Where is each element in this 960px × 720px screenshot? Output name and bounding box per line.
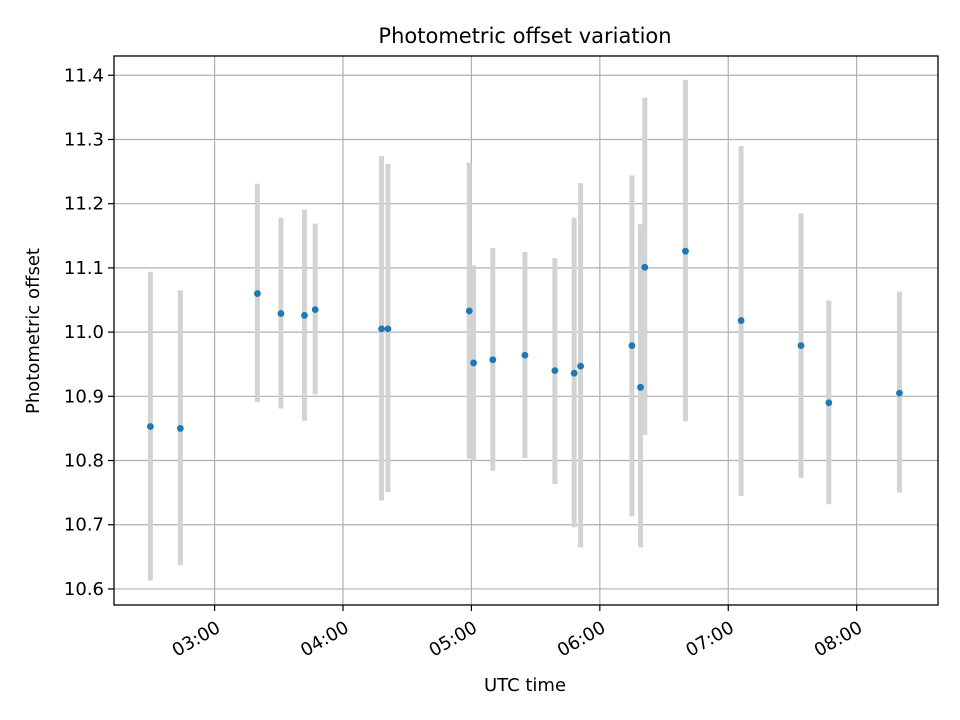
data-point bbox=[277, 310, 285, 317]
data-point bbox=[896, 389, 903, 397]
y-tick-label: 11.3 bbox=[64, 129, 104, 150]
data-point bbox=[253, 290, 261, 297]
data-point bbox=[301, 312, 308, 319]
x-axis-label: UTC time bbox=[484, 675, 566, 696]
grid bbox=[114, 56, 938, 605]
data-point bbox=[465, 307, 473, 315]
data-point bbox=[577, 362, 584, 370]
y-tick-label: 10.6 bbox=[64, 579, 104, 600]
data-point bbox=[682, 247, 689, 255]
y-axis: 10.6 10.7 10.8 10.9 11.0 11.1 11.2 11.3 11.4 bbox=[64, 65, 114, 600]
data-point bbox=[378, 325, 385, 333]
y-tick-label: 11.2 bbox=[64, 194, 104, 215]
plot-frame bbox=[113, 55, 939, 606]
y-tick-label: 11.0 bbox=[64, 322, 104, 343]
y-tick-label: 10.8 bbox=[64, 451, 104, 472]
y-tick-label: 10.7 bbox=[64, 515, 104, 536]
data-point bbox=[628, 342, 636, 349]
data-point bbox=[551, 367, 559, 375]
data-point bbox=[384, 325, 392, 333]
data-point bbox=[570, 369, 578, 377]
data-point bbox=[470, 359, 477, 367]
data-point bbox=[797, 342, 805, 349]
data-point bbox=[176, 425, 184, 432]
data-point bbox=[737, 317, 745, 324]
data-point bbox=[825, 399, 833, 407]
data-point bbox=[489, 356, 497, 364]
data-point bbox=[637, 383, 644, 391]
y-tick-label: 10.9 bbox=[64, 386, 104, 407]
data-point bbox=[146, 423, 154, 430]
y-tick-label: 11.4 bbox=[64, 65, 104, 86]
data-point bbox=[641, 263, 649, 271]
chart-title: Photometric offset variation bbox=[378, 24, 671, 48]
y-tick-label: 11.1 bbox=[64, 258, 104, 279]
data-points bbox=[146, 247, 903, 432]
data-point bbox=[521, 351, 529, 359]
data-point bbox=[311, 306, 319, 314]
y-axis-label: Photometric offset bbox=[23, 248, 44, 414]
